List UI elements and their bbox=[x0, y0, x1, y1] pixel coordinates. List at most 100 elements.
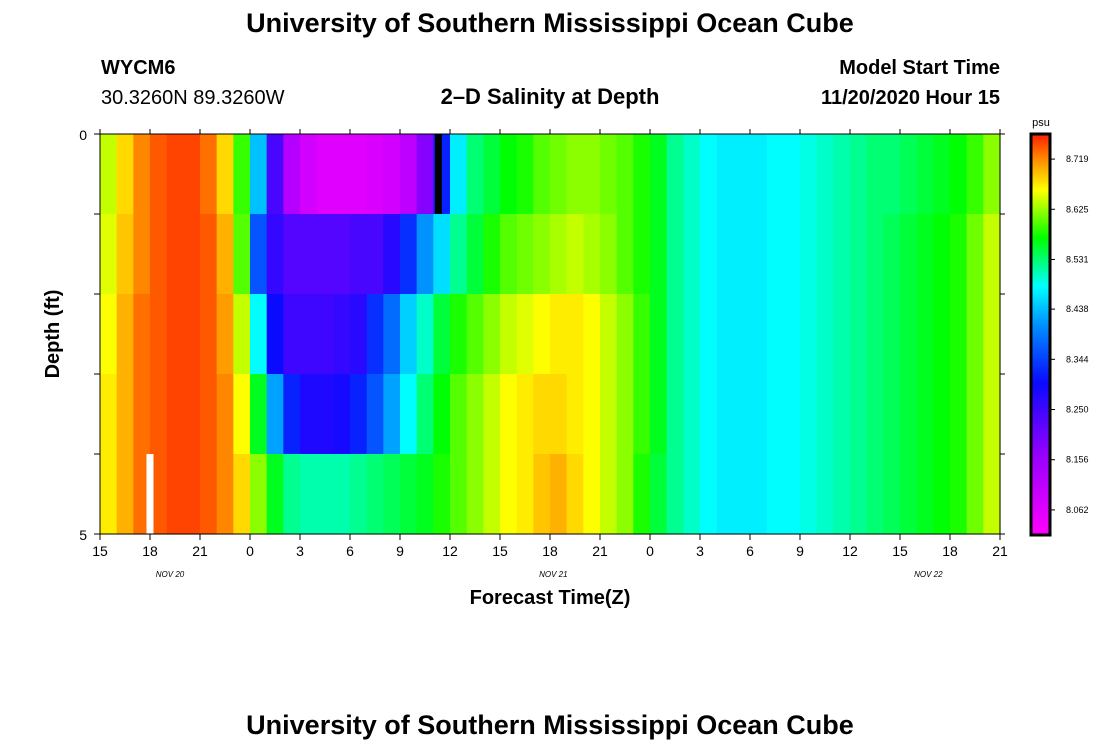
heatmap-cell bbox=[850, 134, 868, 215]
heatmap-cell bbox=[150, 374, 168, 455]
heatmap-cell bbox=[400, 294, 418, 375]
heatmap-cell bbox=[350, 454, 368, 535]
heatmap-cell bbox=[416, 374, 434, 455]
heatmap-cell bbox=[716, 374, 734, 455]
heatmap-cell bbox=[800, 214, 818, 295]
heatmap-cell bbox=[283, 134, 301, 215]
colorbar: psu 8.719 8.625 8.531 8.438 8.344 8.250 8.156 8… bbox=[1029, 117, 1089, 537]
heatmap-cell bbox=[666, 454, 684, 535]
x-tick-label: 21 bbox=[992, 543, 1008, 559]
heatmap-cell bbox=[816, 374, 834, 455]
heatmap-cell bbox=[200, 214, 218, 295]
heatmap-cell bbox=[750, 454, 768, 535]
heatmap-cell bbox=[133, 214, 151, 295]
x-tick-label: 15 bbox=[492, 543, 508, 559]
heatmap-cell bbox=[716, 294, 734, 375]
heatmap-cell bbox=[633, 214, 651, 295]
heatmap-cell bbox=[100, 214, 118, 295]
heatmap-cell bbox=[133, 374, 151, 455]
heatmap-cell bbox=[333, 214, 351, 295]
heatmap-cell bbox=[483, 454, 501, 535]
heatmap-cell bbox=[650, 374, 668, 455]
heatmap-cell bbox=[266, 214, 284, 295]
heatmap-cell bbox=[683, 374, 701, 455]
heatmap-cell bbox=[683, 134, 701, 215]
heatmap-cell bbox=[850, 294, 868, 375]
heatmap-cell bbox=[750, 214, 768, 295]
heatmap-cell bbox=[216, 214, 234, 295]
heatmap-cell bbox=[683, 214, 701, 295]
heatmap-cell bbox=[700, 454, 718, 535]
heatmap-cell bbox=[150, 454, 168, 535]
x-tick-label: 15 bbox=[892, 543, 908, 559]
colorbar-tick-label: 8.719 bbox=[1066, 154, 1089, 164]
x-tick-label: 3 bbox=[696, 543, 704, 559]
heatmap-cell bbox=[333, 134, 351, 215]
heatmap-cell bbox=[983, 374, 1001, 455]
heatmap-cell bbox=[166, 454, 184, 535]
heatmap-cell bbox=[983, 454, 1001, 535]
heatmap-cell bbox=[933, 214, 951, 295]
heatmap-cell bbox=[500, 294, 518, 375]
heatmap-cell bbox=[900, 214, 918, 295]
heatmap-cell bbox=[566, 294, 584, 375]
heatmap-cell bbox=[250, 374, 268, 455]
x-tick-label: 9 bbox=[796, 543, 804, 559]
heatmap-cell bbox=[316, 454, 334, 535]
heatmap-cell bbox=[133, 294, 151, 375]
x-tick-label: 0 bbox=[246, 543, 254, 559]
heatmap-cell bbox=[983, 134, 1001, 215]
heatmap-cell bbox=[616, 134, 634, 215]
heatmap-cell bbox=[166, 374, 184, 455]
date-label: NOV 20 bbox=[156, 570, 185, 579]
heatmap-cell bbox=[883, 294, 901, 375]
x-tick-label: 12 bbox=[842, 543, 858, 559]
heatmap-cell bbox=[516, 134, 534, 215]
heatmap-cell bbox=[800, 134, 818, 215]
heatmap-cell bbox=[383, 134, 401, 215]
heatmap-cell bbox=[750, 294, 768, 375]
heatmap-cell bbox=[516, 454, 534, 535]
heatmap-cell bbox=[616, 214, 634, 295]
heatmap-cell bbox=[883, 214, 901, 295]
colorbar-tick-label: 8.062 bbox=[1066, 505, 1089, 515]
heatmap-cell bbox=[316, 214, 334, 295]
heatmap-cell bbox=[733, 214, 751, 295]
heatmap-cell bbox=[233, 454, 251, 535]
heatmap-cell bbox=[283, 374, 301, 455]
heatmap-cell bbox=[483, 294, 501, 375]
heatmap-cell bbox=[633, 454, 651, 535]
heatmap-cell bbox=[600, 134, 618, 215]
heatmap-cell bbox=[900, 374, 918, 455]
heatmap-cell bbox=[133, 454, 151, 535]
heatmap-cell bbox=[550, 134, 568, 215]
x-tick-label: 21 bbox=[592, 543, 608, 559]
heatmap-cell bbox=[683, 294, 701, 375]
heatmap-cell bbox=[900, 454, 918, 535]
plot-title: 2–D Salinity at Depth bbox=[440, 84, 660, 109]
heatmap-cell bbox=[450, 134, 468, 215]
heatmap-cell bbox=[216, 374, 234, 455]
heatmap-cell bbox=[433, 374, 451, 455]
page-title: University of Southern Mississippi Ocean… bbox=[246, 8, 854, 38]
heatmap-cell bbox=[350, 134, 368, 215]
depth-marker bbox=[434, 134, 442, 214]
heatmap-cell bbox=[416, 294, 434, 375]
heatmap-cell bbox=[516, 214, 534, 295]
heatmap-cell bbox=[650, 214, 668, 295]
heatmap-cell bbox=[416, 134, 434, 215]
heatmap-cell bbox=[816, 214, 834, 295]
heatmap-cell bbox=[533, 294, 551, 375]
heatmap-cell bbox=[183, 374, 201, 455]
heatmap-cell bbox=[850, 214, 868, 295]
heatmap-cell bbox=[633, 134, 651, 215]
date-label: NOV 22 bbox=[914, 570, 943, 579]
heatmap-cell bbox=[666, 374, 684, 455]
heatmap-cell bbox=[366, 134, 384, 215]
heatmap-cell bbox=[383, 294, 401, 375]
heatmap-cell bbox=[916, 454, 934, 535]
heatmap-cell bbox=[833, 454, 851, 535]
heatmap-cell bbox=[883, 134, 901, 215]
heatmap-cell bbox=[750, 374, 768, 455]
